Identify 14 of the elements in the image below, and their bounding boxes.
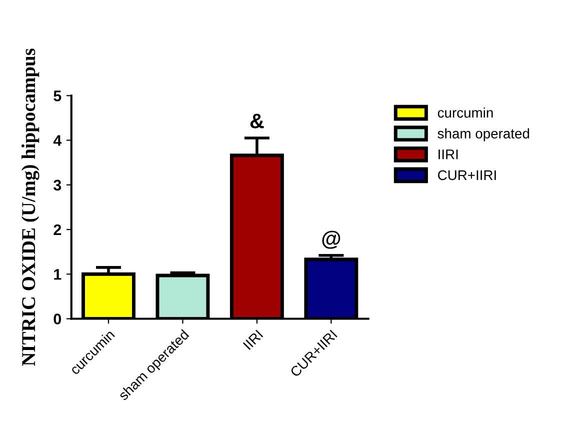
y-axis-title: NITRIC OXIDE (U/mg) hippocampus (21, 48, 40, 366)
annotation: & (250, 114, 264, 128)
y-tick-label: 2 (54, 224, 62, 236)
y-tick-label: 3 (54, 180, 62, 191)
y-tick-label: 0 (54, 314, 62, 324)
legend-label: CUR+IIRI (438, 170, 496, 180)
legend-label: curcumin (438, 107, 493, 118)
y-tick-label: 5 (54, 90, 62, 102)
y-tick-label: 1 (54, 269, 62, 280)
annotation: @ (322, 230, 340, 249)
legend-label: sham operated (438, 128, 530, 142)
x-tick-label: IIRI (242, 330, 264, 350)
legend-label: IIRI (438, 150, 458, 160)
y-tick-label: 4 (53, 135, 62, 146)
